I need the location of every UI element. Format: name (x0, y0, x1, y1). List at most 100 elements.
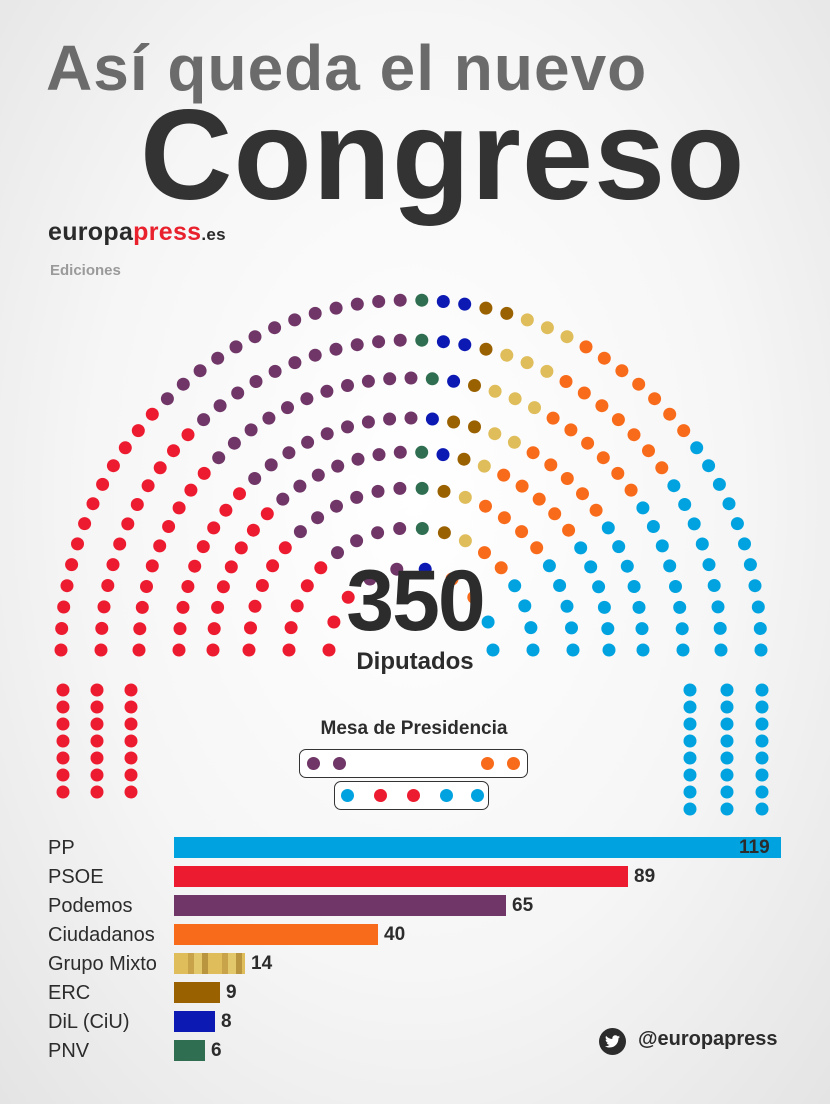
seat-podemos (308, 306, 322, 320)
bar-row: Grupo Mixto 14 (0, 952, 830, 976)
seat-pp (627, 580, 641, 593)
seat-psoe (90, 700, 104, 714)
seat-psoe (172, 501, 186, 515)
seat-pp (720, 683, 734, 697)
seat-podemos (288, 313, 302, 327)
mesa-seat-pp (340, 788, 354, 802)
seat-pp (574, 541, 588, 555)
seat-ciudadanos (615, 364, 629, 378)
seat-pp (755, 683, 769, 697)
seat-psoe (176, 600, 190, 614)
seat-podemos (383, 412, 397, 426)
mesa-seat-pp (470, 788, 484, 802)
seat-pp (743, 558, 757, 572)
seat-pp (542, 559, 556, 573)
seat-psoe (162, 520, 176, 533)
seat-pp (720, 785, 734, 799)
seat-pp (690, 441, 704, 455)
seat-ciudadanos (467, 590, 481, 604)
seat-erc (457, 452, 471, 466)
seat-ciudadanos (589, 503, 603, 517)
seat-podemos (231, 386, 245, 400)
seat-pp (687, 517, 701, 531)
seat-podemos (197, 413, 211, 427)
seat-podemos (393, 333, 407, 347)
seat-psoe (124, 717, 138, 731)
seat-pp (695, 537, 709, 551)
seat-podemos (341, 379, 354, 392)
seat-psoe (90, 734, 104, 748)
seat-psoe (300, 579, 314, 593)
seat-pp (566, 643, 580, 657)
seat-ciudadanos (576, 487, 589, 501)
seat-erc (447, 415, 461, 429)
seat-psoe (132, 643, 146, 657)
seat-psoe (206, 643, 220, 657)
seat-grupo-mixto (528, 401, 541, 415)
seat-podemos (311, 468, 325, 482)
seat-podemos (268, 364, 282, 378)
seat-pp (597, 600, 611, 614)
seat-pp (481, 615, 495, 629)
seat-psoe (90, 717, 104, 731)
seat-psoe (248, 599, 262, 613)
seat-ciudadanos (497, 468, 511, 482)
seat-pp (635, 622, 649, 636)
seat-ciudadanos (530, 541, 544, 555)
seat-ciudadanos (632, 377, 646, 391)
bar-label: Podemos (48, 895, 133, 917)
seat-ciudadanos (564, 423, 578, 437)
seat-pp (663, 559, 677, 573)
seat-ciudadanos (544, 458, 558, 472)
seat-dil-ciu- (436, 335, 450, 349)
seat-pp (524, 621, 538, 635)
seat-pnv (415, 445, 429, 459)
bar (174, 953, 245, 974)
seat-ciudadanos (611, 413, 625, 427)
seat-psoe (124, 768, 138, 782)
seat-podemos (276, 492, 290, 506)
seat-ciudadanos (611, 466, 625, 480)
seat-podemos (248, 472, 262, 485)
seat-psoe (153, 461, 167, 475)
bar (174, 1011, 215, 1032)
bar (174, 1040, 205, 1061)
bar-row: PSOE 89 (0, 865, 830, 889)
seat-psoe (184, 483, 198, 497)
seat-podemos (262, 411, 276, 425)
bar-value: 14 (251, 953, 273, 974)
seat-pp (518, 599, 532, 613)
seat-podemos (350, 297, 364, 311)
seat-erc (468, 420, 481, 434)
seat-psoe (133, 622, 147, 636)
seat-dil-ciu- (447, 374, 461, 388)
seat-grupo-mixto (540, 364, 554, 378)
seat-psoe (95, 621, 109, 635)
seat-ciudadanos (579, 340, 593, 354)
seat-psoe (54, 643, 68, 657)
bar-label: ERC (48, 982, 91, 1004)
bar (174, 837, 781, 858)
seat-grupo-mixto (520, 313, 534, 327)
seat-psoe (173, 622, 187, 636)
seat-ciudadanos (479, 499, 492, 513)
seat-dil-ciu- (436, 295, 450, 308)
seat-pp (508, 579, 522, 593)
seat-podemos (372, 295, 386, 308)
brand-part-2: press (133, 218, 202, 246)
seat-podemos (350, 490, 364, 504)
seat-psoe (121, 517, 135, 531)
seat-pp (683, 751, 697, 765)
seat-pp (584, 560, 598, 574)
seat-ciudadanos (532, 492, 546, 506)
seat-ciudadanos (595, 399, 609, 413)
seat-pp (720, 700, 734, 714)
seat-pp (722, 497, 736, 511)
seat-psoe (167, 444, 180, 458)
seat-podemos (393, 445, 407, 459)
seat-psoe (124, 734, 138, 748)
twitter-icon (599, 1028, 626, 1055)
seat-pp (669, 580, 682, 593)
seat-podemos (331, 459, 345, 473)
seat-psoe (96, 477, 110, 491)
